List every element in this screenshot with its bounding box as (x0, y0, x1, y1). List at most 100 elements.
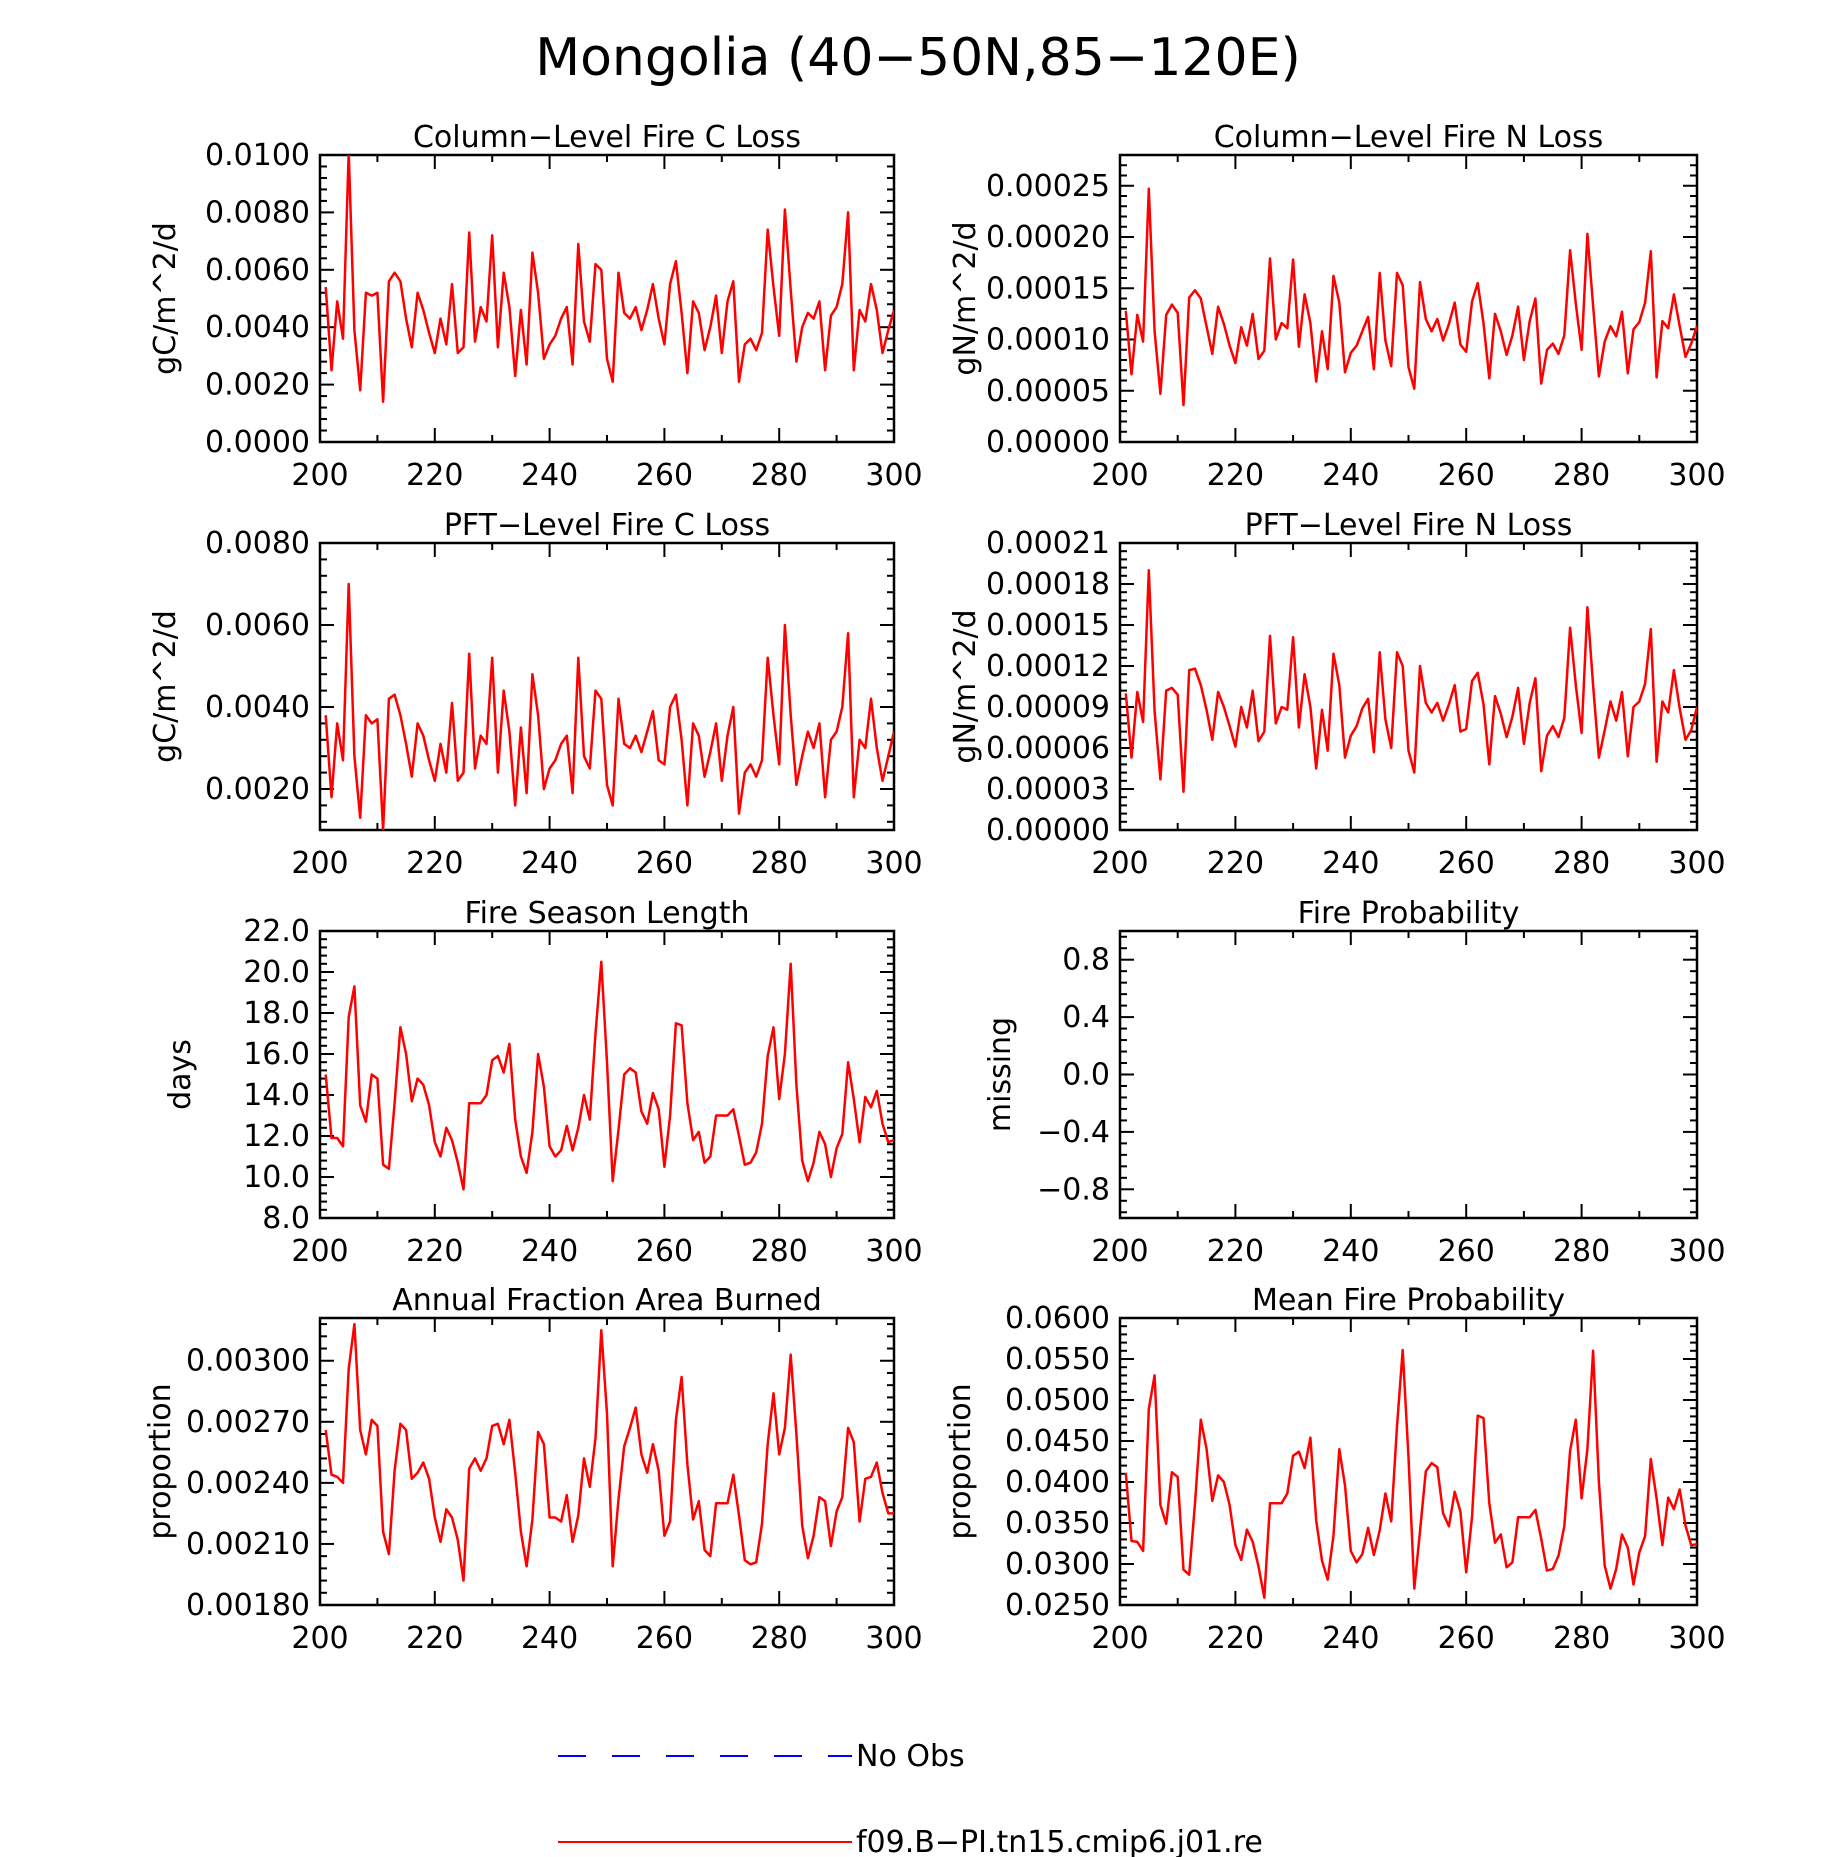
x-tick-label: 300 (1668, 1234, 1725, 1269)
panel-title: PFT−Level Fire C Loss (444, 508, 770, 543)
y-axis-label: gN/m^2/d (948, 609, 983, 763)
x-tick-label: 280 (1553, 458, 1610, 493)
legend: No Obs f09.B−PI.tn15.cmip6.j01.re (558, 1739, 1263, 1857)
y-tick-label: 0.0000 (205, 425, 310, 460)
x-tick-label: 240 (1322, 846, 1379, 881)
plot-frame (1118, 929, 1699, 1220)
panel-6: 200 220 240 260 280 300 −0.8 −0.4 0.0 0.4 0.8 Fire … (983, 896, 1726, 1269)
x-tick-label: 280 (1553, 1234, 1610, 1269)
y-tick-label: 0.0500 (1005, 1383, 1110, 1418)
y-tick-label: −0.4 (1037, 1115, 1110, 1150)
x-tick-label: 240 (1322, 1621, 1379, 1656)
x-tick-label: 200 (1091, 458, 1148, 493)
x-tick-label: 220 (406, 458, 463, 493)
y-tick-label: 0.00012 (986, 649, 1110, 684)
y-axis-label: gC/m^2/d (148, 222, 183, 375)
panel-title: PFT−Level Fire N Loss (1245, 508, 1573, 543)
x-tick-label: 200 (1091, 846, 1148, 881)
series-line-1 (324, 155, 894, 404)
y-tick-label: 0.0250 (1005, 1588, 1110, 1623)
y-tick-label: 14.0 (243, 1078, 310, 1113)
x-tick-label: 300 (1668, 458, 1725, 493)
legend-label-model: f09.B−PI.tn15.cmip6.j01.re (856, 1825, 1263, 1857)
y-axis-label: gC/m^2/d (148, 610, 183, 763)
x-tick-label: 300 (865, 458, 922, 493)
y-tick-label: 16.0 (243, 1037, 310, 1072)
y-tick-label: 0.0350 (1005, 1506, 1110, 1541)
panel-2: 200 220 240 260 280 300 0.00000 0.00005 0.00010 0… (948, 120, 1726, 493)
y-tick-label: 0.00180 (186, 1588, 310, 1623)
y-axis-label: missing (983, 1017, 1018, 1132)
series-line-1 (324, 1322, 894, 1582)
panel-title: Column−Level Fire C Loss (413, 120, 801, 155)
y-tick-label: 22.0 (243, 914, 310, 949)
x-tick-label: 260 (1438, 1621, 1495, 1656)
panel-5: 200 220 240 260 280 300 8.0 10.0 12.0 14.0 16.0 18.… (163, 896, 923, 1269)
y-tick-label: −0.8 (1037, 1172, 1110, 1207)
x-tick-label: 240 (521, 846, 578, 881)
plot-frame (318, 153, 896, 444)
y-tick-label: 0.00020 (986, 220, 1110, 255)
series-line-1 (324, 960, 894, 1191)
figure-title: Mongolia (40−50N,85−120E) (535, 28, 1301, 88)
panel-title: Column−Level Fire N Loss (1214, 120, 1604, 155)
panel-7: 200 220 240 260 280 300 0.00180 0.00210 0.00240 0… (143, 1283, 923, 1656)
y-tick-label: 0.0600 (1005, 1301, 1110, 1336)
y-tick-label: 0.00021 (986, 526, 1110, 561)
panel-8: 200 220 240 260 280 300 0.0250 0.0300 0.0350 0.04… (943, 1283, 1726, 1656)
series-line-1 (324, 582, 894, 830)
y-tick-label: 0.00270 (186, 1405, 310, 1440)
y-axis-label: days (163, 1039, 198, 1110)
series-line-1 (1124, 1348, 1697, 1599)
y-tick-label: 0.0020 (205, 368, 310, 403)
y-axis-label: proportion (943, 1383, 978, 1539)
y-tick-label: 0.00025 (986, 169, 1110, 204)
y-axis-label: gN/m^2/d (948, 221, 983, 375)
y-tick-label: 0.0 (1062, 1058, 1110, 1093)
plot-frame (1118, 541, 1699, 832)
y-tick-label: 0.8 (1062, 943, 1110, 978)
x-tick-label: 200 (291, 1234, 348, 1269)
panel-4: 200 220 240 260 280 300 0.00000 0.00003 0.00006 0… (948, 508, 1726, 881)
x-tick-label: 260 (636, 458, 693, 493)
x-tick-label: 240 (521, 458, 578, 493)
x-tick-label: 200 (291, 458, 348, 493)
y-tick-label: 0.00003 (986, 772, 1110, 807)
y-tick-label: 0.00010 (986, 323, 1110, 358)
x-tick-label: 240 (521, 1234, 578, 1269)
x-tick-label: 300 (865, 846, 922, 881)
x-tick-label: 240 (1322, 458, 1379, 493)
y-tick-label: 0.00000 (986, 425, 1110, 460)
y-tick-label: 0.0080 (205, 195, 310, 230)
y-tick-label: 10.0 (243, 1160, 310, 1195)
x-tick-label: 300 (1668, 1621, 1725, 1656)
panel-title: Fire Season Length (465, 896, 750, 931)
x-tick-label: 220 (1207, 846, 1264, 881)
panel-title: Fire Probability (1298, 896, 1520, 931)
y-tick-label: 8.0 (262, 1201, 310, 1236)
x-tick-label: 300 (865, 1234, 922, 1269)
x-tick-label: 220 (406, 1234, 463, 1269)
x-tick-label: 280 (751, 458, 808, 493)
y-tick-label: 0.0040 (205, 310, 310, 345)
x-tick-label: 260 (1438, 1234, 1495, 1269)
y-axis-label: proportion (143, 1383, 178, 1539)
x-tick-label: 200 (1091, 1621, 1148, 1656)
x-tick-label: 260 (636, 1621, 693, 1656)
x-tick-label: 240 (1322, 1234, 1379, 1269)
plot-frame (1118, 153, 1699, 444)
y-tick-label: 0.0020 (205, 772, 310, 807)
x-tick-label: 220 (1207, 458, 1264, 493)
panel-title: Annual Fraction Area Burned (392, 1283, 822, 1318)
legend-label-no-obs: No Obs (856, 1739, 965, 1774)
x-tick-label: 200 (291, 846, 348, 881)
panel-title: Mean Fire Probability (1252, 1283, 1565, 1318)
panel-3: 200 220 240 260 280 300 0.0020 0.0040 0.0060 0.00… (148, 508, 923, 881)
series-line-1 (1124, 569, 1697, 793)
y-tick-label: 0.00005 (986, 374, 1110, 409)
y-tick-label: 20.0 (243, 955, 310, 990)
y-tick-label: 12.0 (243, 1119, 310, 1154)
panel-1: 200 220 240 260 280 300 0.0000 0.0020 0.0040 0.00… (148, 120, 923, 493)
x-tick-label: 260 (636, 1234, 693, 1269)
x-tick-label: 260 (1438, 458, 1495, 493)
